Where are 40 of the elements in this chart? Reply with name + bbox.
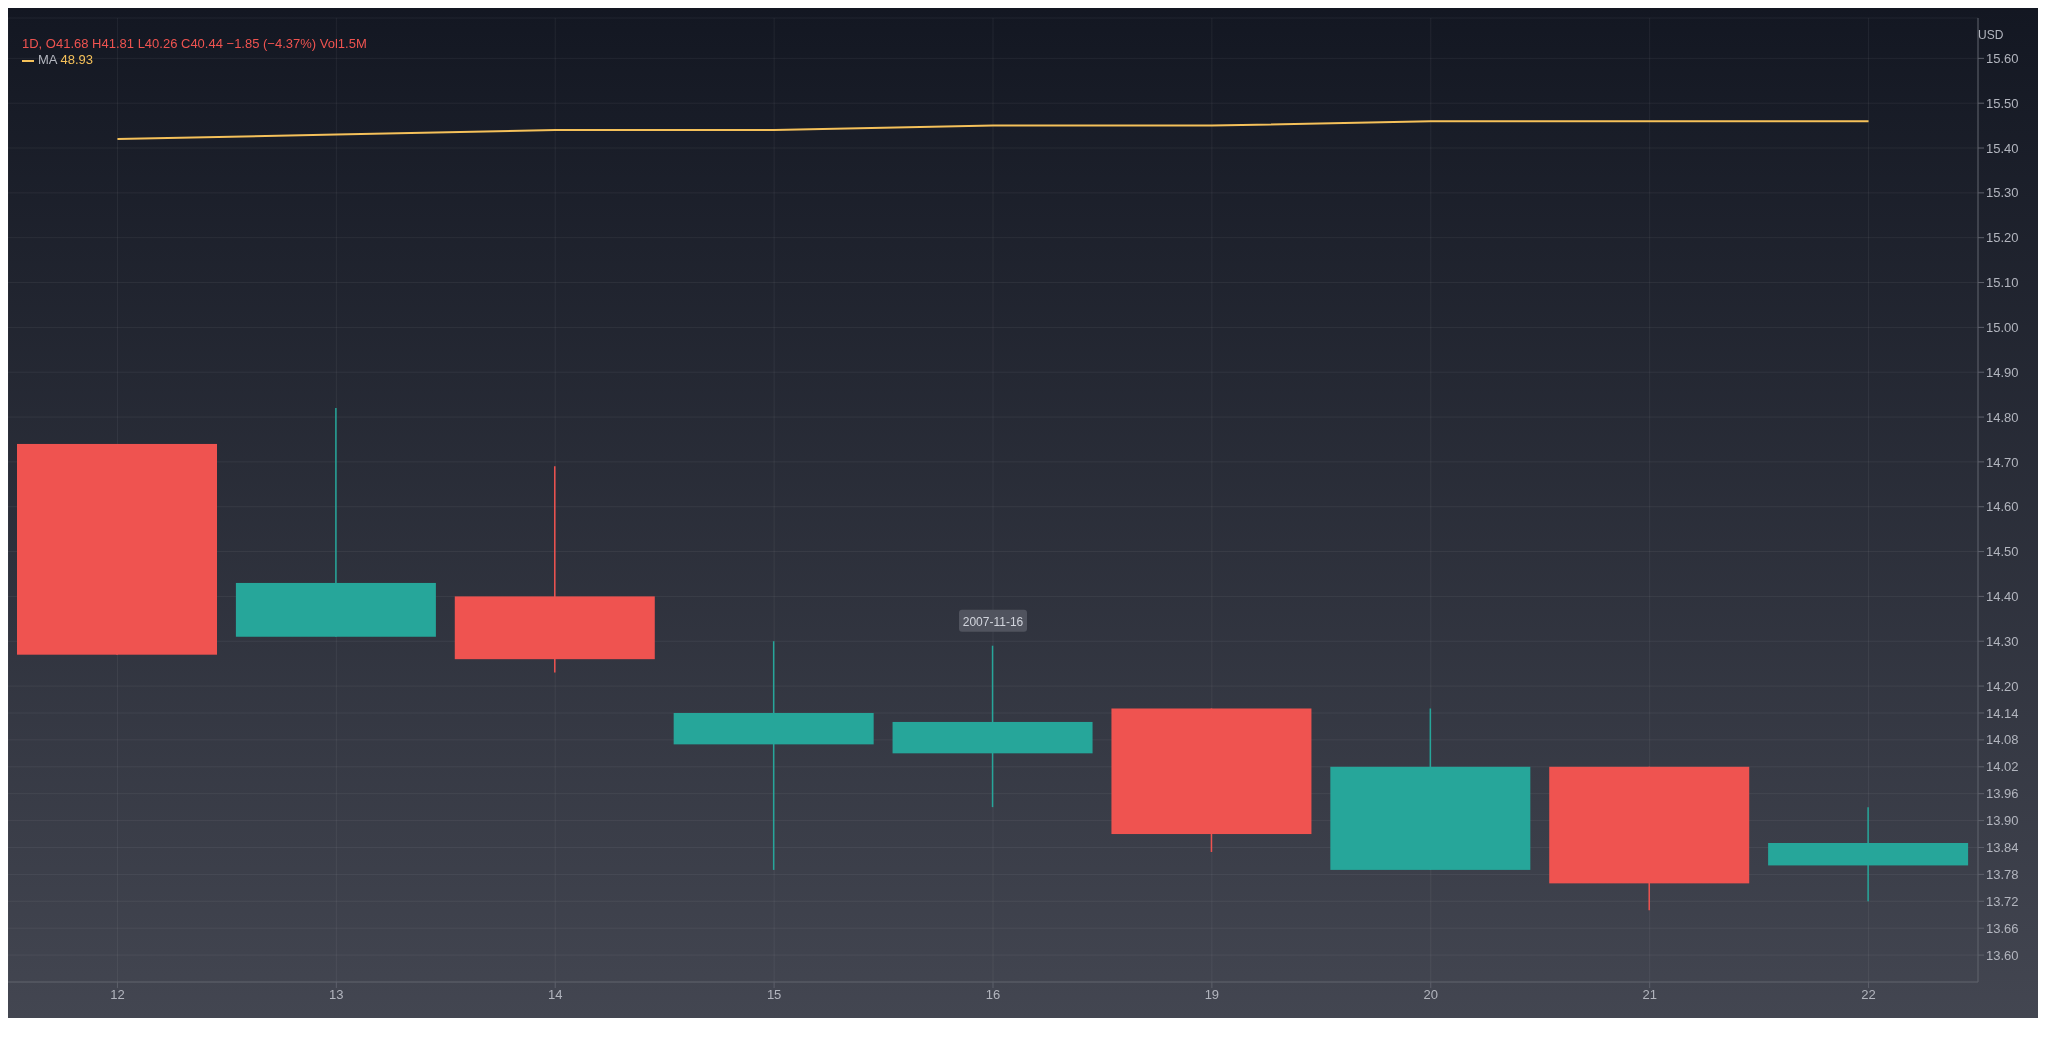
y-tick-label: 15.30 bbox=[1986, 185, 2019, 201]
y-tick-label: 14.50 bbox=[1986, 544, 2019, 560]
y-tick-label: 13.96 bbox=[1986, 786, 2019, 802]
y-tick-label: 14.08 bbox=[1986, 732, 2019, 748]
y-tick-label: 14.80 bbox=[1986, 409, 2019, 425]
line-series bbox=[116, 120, 1870, 141]
y-tick-label: 13.72 bbox=[1986, 893, 2019, 909]
annotation: 1D, O41.68 H41.81 L40.26 C40.44 −1.85 (−4.37%) Vol1.5M bbox=[22, 36, 367, 52]
y-axis-title: USD bbox=[1978, 28, 2005, 42]
legend-label: MA bbox=[38, 52, 57, 67]
x-tick-label: 14 bbox=[547, 987, 563, 1003]
y-tick-label: 15.50 bbox=[1986, 95, 2019, 111]
y-tick-label: 14.02 bbox=[1986, 759, 2019, 775]
x-tick-label: 15 bbox=[766, 987, 782, 1003]
y-tick-label: 14.40 bbox=[1986, 589, 2019, 605]
y-tick-label: 15.10 bbox=[1986, 275, 2019, 291]
y-tick-label: 14.30 bbox=[1986, 633, 2019, 649]
y-tick-label: 15.40 bbox=[1986, 140, 2019, 156]
y-tick-label: 13.60 bbox=[1986, 947, 2019, 963]
y-tick-label: 13.84 bbox=[1986, 840, 2019, 856]
y-tick-label: 13.66 bbox=[1986, 920, 2019, 936]
y-tick-label: 14.14 bbox=[1986, 705, 2019, 721]
y-tick-label: 13.90 bbox=[1986, 813, 2019, 829]
y-tick-label: 15.60 bbox=[1986, 50, 2019, 66]
y-tick-label: 13.78 bbox=[1986, 867, 2019, 883]
x-tick-label: 22 bbox=[1861, 987, 1876, 1003]
y-tick-label: 15.00 bbox=[1986, 319, 2019, 335]
y-tick-label: 15.20 bbox=[1986, 230, 2019, 246]
x-tick-label: 21 bbox=[1642, 987, 1657, 1003]
x-tick-label: 16 bbox=[985, 987, 1001, 1003]
annotation: 48.93 bbox=[60, 52, 93, 67]
y-tick-label: 14.90 bbox=[1986, 364, 2019, 380]
y-tick-label: 14.20 bbox=[1986, 678, 2019, 694]
y-tick-label: 14.70 bbox=[1986, 454, 2019, 470]
x-tick-label: 12 bbox=[110, 987, 125, 1003]
x-tick-label: 20 bbox=[1423, 987, 1439, 1003]
y-tick-label: 14.60 bbox=[1986, 499, 2019, 515]
x-tick-label: 19 bbox=[1204, 987, 1220, 1003]
x-tick-label: 13 bbox=[329, 987, 344, 1003]
annotation: 2007-11-16 bbox=[962, 614, 1024, 629]
